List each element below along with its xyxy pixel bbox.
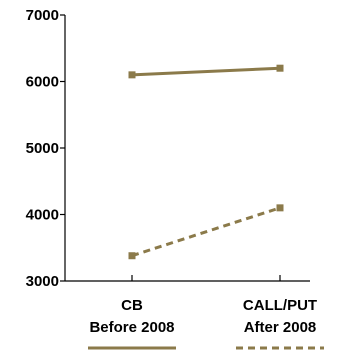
series-line (131, 206, 281, 258)
x-category-label: CB (121, 297, 143, 314)
y-tick-label: 4000 (26, 207, 59, 224)
chart-axes (64, 15, 310, 282)
x-category-label: CALL/PUT (243, 297, 317, 314)
data-point (276, 64, 284, 72)
chart-series (128, 64, 284, 260)
x-category-label: After 2008 (244, 319, 317, 336)
x-axis-categories: CB Before 2008 CALL/PUT After 2008 (89, 275, 317, 336)
y-axis-ticks: 3000 4000 5000 6000 7000 (26, 7, 65, 290)
y-tick-label: 7000 (26, 7, 59, 24)
y-tick-label: 5000 (26, 140, 59, 157)
data-point (276, 204, 284, 212)
x-category-label: Before 2008 (89, 319, 174, 336)
data-point (128, 252, 136, 260)
series-line (131, 66, 281, 77)
data-point (128, 71, 136, 79)
y-tick-label: 3000 (26, 273, 59, 290)
y-tick-label: 6000 (26, 74, 59, 91)
